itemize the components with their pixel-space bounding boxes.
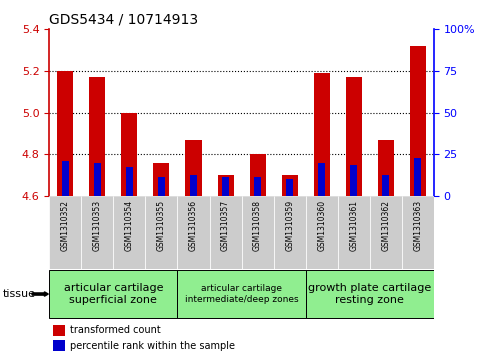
Bar xyxy=(121,113,138,196)
Text: GSM1310362: GSM1310362 xyxy=(381,200,390,250)
Bar xyxy=(57,71,73,196)
Bar xyxy=(210,196,242,269)
Bar xyxy=(410,46,426,196)
Text: GSM1310361: GSM1310361 xyxy=(349,200,358,250)
Bar xyxy=(318,163,325,196)
Bar xyxy=(382,175,389,196)
Bar xyxy=(306,196,338,269)
Bar xyxy=(81,196,113,269)
Text: GSM1310355: GSM1310355 xyxy=(157,200,166,251)
Bar xyxy=(242,196,274,269)
Text: articular cartilage
intermediate/deep zones: articular cartilage intermediate/deep zo… xyxy=(185,284,298,304)
Bar xyxy=(249,154,266,196)
Bar xyxy=(314,73,330,196)
Bar xyxy=(346,77,362,196)
Bar xyxy=(94,163,101,196)
Text: GSM1310357: GSM1310357 xyxy=(221,200,230,251)
Text: GSM1310354: GSM1310354 xyxy=(125,200,134,251)
Text: GSM1310353: GSM1310353 xyxy=(93,200,102,251)
Bar xyxy=(153,163,170,196)
Bar xyxy=(89,77,106,196)
Text: GSM1310360: GSM1310360 xyxy=(317,200,326,251)
Bar xyxy=(402,196,434,269)
Bar xyxy=(53,340,65,351)
Bar xyxy=(414,158,422,196)
Bar xyxy=(126,167,133,196)
Bar xyxy=(274,196,306,269)
Bar xyxy=(190,175,197,196)
Text: GDS5434 / 10714913: GDS5434 / 10714913 xyxy=(49,12,198,26)
Bar xyxy=(370,196,402,269)
Text: tissue: tissue xyxy=(2,289,35,299)
Text: GSM1310358: GSM1310358 xyxy=(253,200,262,250)
Bar xyxy=(254,177,261,196)
Bar xyxy=(62,160,69,196)
Text: GSM1310352: GSM1310352 xyxy=(61,200,70,250)
Text: articular cartilage
superficial zone: articular cartilage superficial zone xyxy=(64,283,163,305)
Text: transformed count: transformed count xyxy=(70,325,161,335)
Bar xyxy=(177,196,210,269)
Bar xyxy=(158,177,165,196)
Text: GSM1310363: GSM1310363 xyxy=(413,200,423,251)
Text: percentile rank within the sample: percentile rank within the sample xyxy=(70,341,236,351)
Bar xyxy=(177,270,306,318)
Bar xyxy=(113,196,145,269)
Bar xyxy=(222,177,229,196)
Text: GSM1310356: GSM1310356 xyxy=(189,200,198,251)
Bar xyxy=(306,270,434,318)
Bar xyxy=(145,196,177,269)
Bar xyxy=(49,196,81,269)
Bar xyxy=(378,140,394,196)
Bar xyxy=(350,165,357,196)
Text: growth plate cartilage
resting zone: growth plate cartilage resting zone xyxy=(308,283,431,305)
Text: GSM1310359: GSM1310359 xyxy=(285,200,294,251)
Bar xyxy=(338,196,370,269)
Bar xyxy=(282,175,298,196)
Bar xyxy=(53,325,65,336)
Bar xyxy=(286,179,293,196)
Bar xyxy=(185,140,202,196)
Bar xyxy=(217,175,234,196)
Bar xyxy=(49,270,177,318)
